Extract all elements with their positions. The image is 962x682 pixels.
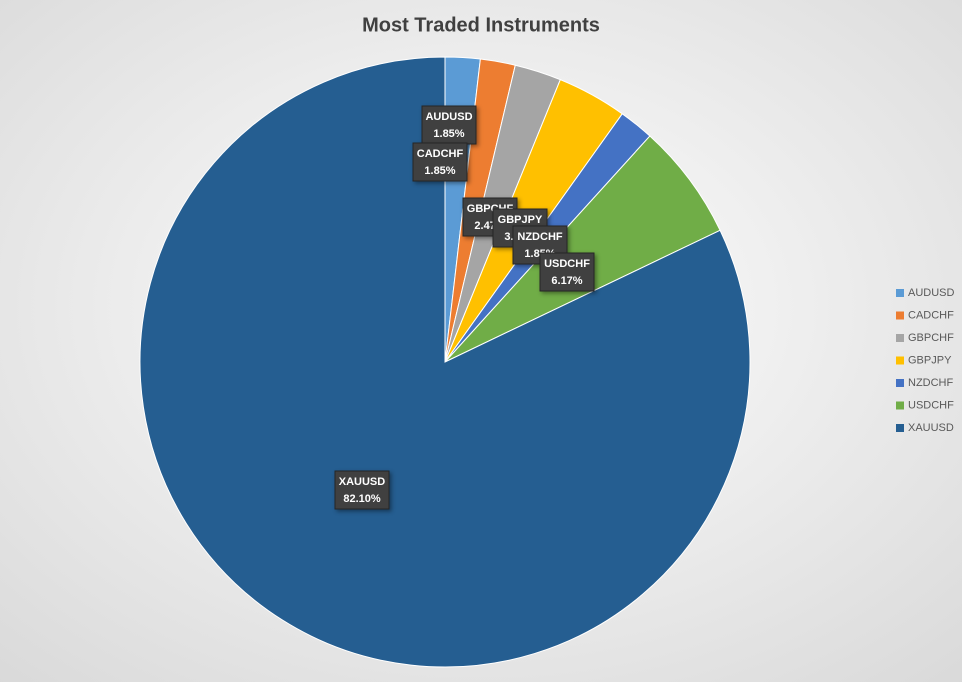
data-label-name: XAUUSD [339,476,386,488]
legend-swatch [896,379,904,387]
legend-label: CADCHF [908,309,954,321]
legend-swatch [896,356,904,365]
chart-title: Most Traded Instruments [362,14,600,36]
legend-swatch [896,311,904,320]
legend-label: XAUUSD [908,422,954,434]
pie-slice [139,56,751,668]
data-label-box [334,470,390,510]
legend-swatch [896,334,904,342]
legend-label: AUDUSD [908,287,955,299]
data-label-value: 82.10% [343,493,381,505]
data-label-name: USDCHF [544,258,590,270]
data-label-value: 6.17% [551,275,582,287]
legend-label: NZDCHF [908,377,953,389]
legend-swatch [896,289,904,297]
data-label-box [539,252,595,292]
legend-swatch [896,401,904,410]
data-label-value: 1.85% [424,165,455,177]
data-label-value: 1.85% [433,128,464,140]
data-label-box [412,142,468,182]
legend-label: USDCHF [908,399,954,411]
data-label-name: GBPJPY [498,214,543,226]
data-label-name: CADCHF [417,148,464,160]
data-label-name: NZDCHF [517,231,562,243]
pie-slice [444,135,721,363]
legend-swatch [896,424,904,432]
legend-label: GBPJPY [908,354,952,366]
data-label-name: AUDUSD [425,111,472,123]
legend-label: GBPCHF [908,332,954,344]
